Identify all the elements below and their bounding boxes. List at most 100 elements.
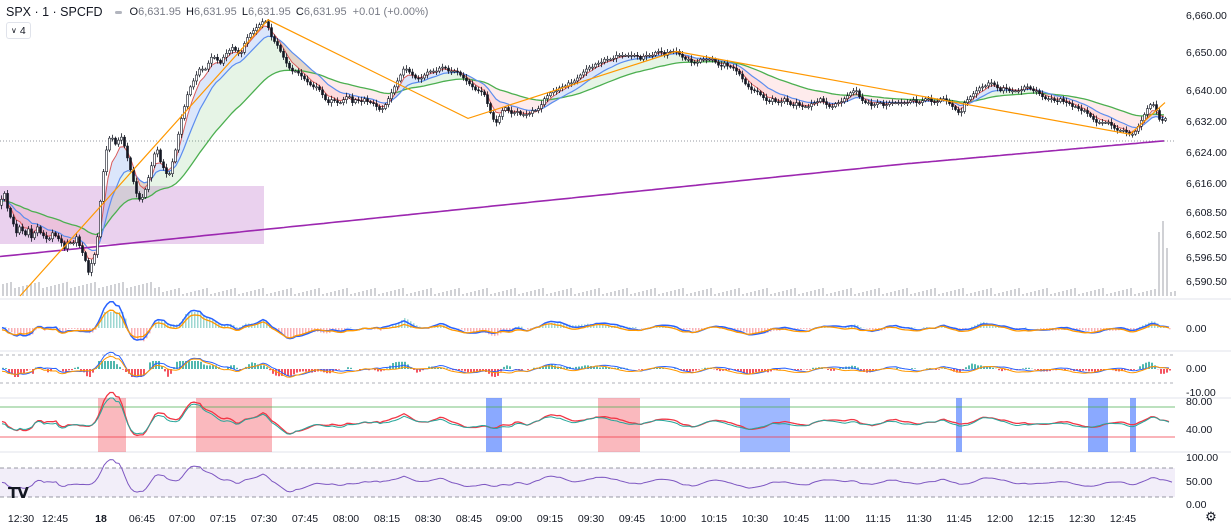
candle-body — [390, 92, 393, 100]
candle-body — [573, 80, 576, 84]
indicators-toggle-button[interactable]: ∨ 4 — [6, 22, 31, 39]
volume-bar — [942, 293, 944, 296]
osc-bar — [479, 369, 481, 372]
fast-cloud — [264, 26, 268, 39]
candle-body — [600, 61, 603, 64]
macd-histogram-bar — [941, 327, 943, 328]
volume-bar — [10, 282, 12, 296]
osc-bar — [107, 361, 109, 369]
slow-cloud — [196, 109, 200, 159]
candle-body — [1002, 87, 1005, 92]
candle-body — [786, 98, 789, 102]
osc-bar — [1037, 369, 1039, 371]
candle-body — [291, 67, 294, 72]
candle-body — [858, 90, 861, 98]
slow-cloud — [504, 91, 508, 105]
volume-bar — [58, 284, 60, 296]
volume-bar — [842, 290, 844, 296]
fast-cloud — [408, 75, 412, 86]
time-axis-label: 09:00 — [496, 513, 522, 525]
osc-bar — [1064, 369, 1066, 371]
volume-bar — [718, 293, 720, 296]
candle-body — [1059, 98, 1062, 102]
candle-body — [327, 99, 330, 103]
macd-histogram-bar — [29, 328, 31, 336]
osc-bar — [101, 361, 103, 369]
candle-body — [489, 103, 492, 113]
candle-body — [363, 98, 366, 102]
candle-body — [621, 54, 624, 57]
slow-cloud — [748, 66, 752, 76]
candle-body — [993, 82, 996, 86]
osc-bar — [608, 367, 610, 369]
volume-bar — [670, 291, 672, 296]
symbol-title[interactable]: SPX · 1 · SPCFD — [6, 5, 103, 19]
slow-cloud — [884, 97, 888, 103]
candle-body — [1035, 90, 1038, 93]
volume-bar — [182, 294, 184, 296]
osc-bar — [65, 369, 67, 373]
volume-bar — [218, 292, 220, 296]
candle-body — [918, 102, 921, 104]
volume-bar — [962, 288, 964, 296]
osc-bar — [1169, 369, 1171, 371]
candle-body — [849, 92, 852, 97]
volume-bar — [230, 289, 232, 296]
volume-bar — [306, 291, 308, 296]
slow-cloud — [444, 72, 448, 82]
volume-bar — [502, 291, 504, 296]
tradingview-logo[interactable]: TV — [8, 484, 29, 502]
macd-histogram-bar — [620, 326, 622, 328]
candle-body — [1113, 125, 1116, 129]
slow-cloud — [672, 53, 676, 64]
volume-bars — [2, 221, 1176, 296]
osc-bar — [446, 368, 448, 369]
osc-bar — [200, 361, 202, 369]
volume-bar — [690, 293, 692, 296]
slow-cloud — [832, 93, 836, 104]
candle-body — [357, 99, 360, 101]
candle-body — [975, 90, 978, 95]
fast-cloud — [16, 210, 20, 222]
osc-bar — [329, 369, 331, 374]
slow-cloud — [876, 96, 880, 102]
candle-body — [51, 232, 54, 240]
candle-body — [1095, 119, 1098, 123]
slow-cloud — [836, 94, 840, 104]
volume-bar — [978, 291, 980, 296]
slow-cloud — [660, 55, 664, 67]
macd-histogram-bar — [1094, 328, 1096, 332]
candle-body — [516, 111, 519, 113]
slow-cloud — [188, 127, 192, 170]
macd-histogram-bar — [752, 328, 754, 334]
slow-cloud — [616, 63, 620, 80]
candle-body — [1005, 87, 1008, 90]
macd-histogram-bar — [305, 328, 307, 335]
gear-icon[interactable]: ⚙ — [1205, 509, 1217, 524]
fast-cloud — [24, 217, 28, 229]
osc-bar — [248, 364, 250, 369]
candle-body — [543, 98, 546, 105]
osc-bar — [812, 367, 814, 369]
candle-body — [1008, 88, 1011, 92]
candle-body — [588, 66, 591, 70]
volume-bar — [178, 288, 180, 296]
osc-bar — [1091, 369, 1093, 372]
macd-histogram-bar — [290, 328, 292, 339]
candle-body — [546, 95, 549, 100]
volume-bar — [442, 292, 444, 296]
osc-bar — [764, 369, 766, 372]
osc-bar — [896, 367, 898, 369]
macd-histogram-bar — [374, 328, 376, 330]
candle-body — [651, 54, 654, 57]
osc-bar — [350, 367, 352, 369]
volume-bar — [1170, 292, 1172, 296]
candle-body — [1023, 86, 1026, 91]
fast-cloud — [792, 98, 796, 104]
volume-bar — [1042, 289, 1044, 296]
slow-cloud — [1116, 108, 1120, 123]
osc-bar — [1145, 362, 1147, 369]
volume-bar — [350, 294, 352, 296]
candle-body — [315, 86, 318, 89]
